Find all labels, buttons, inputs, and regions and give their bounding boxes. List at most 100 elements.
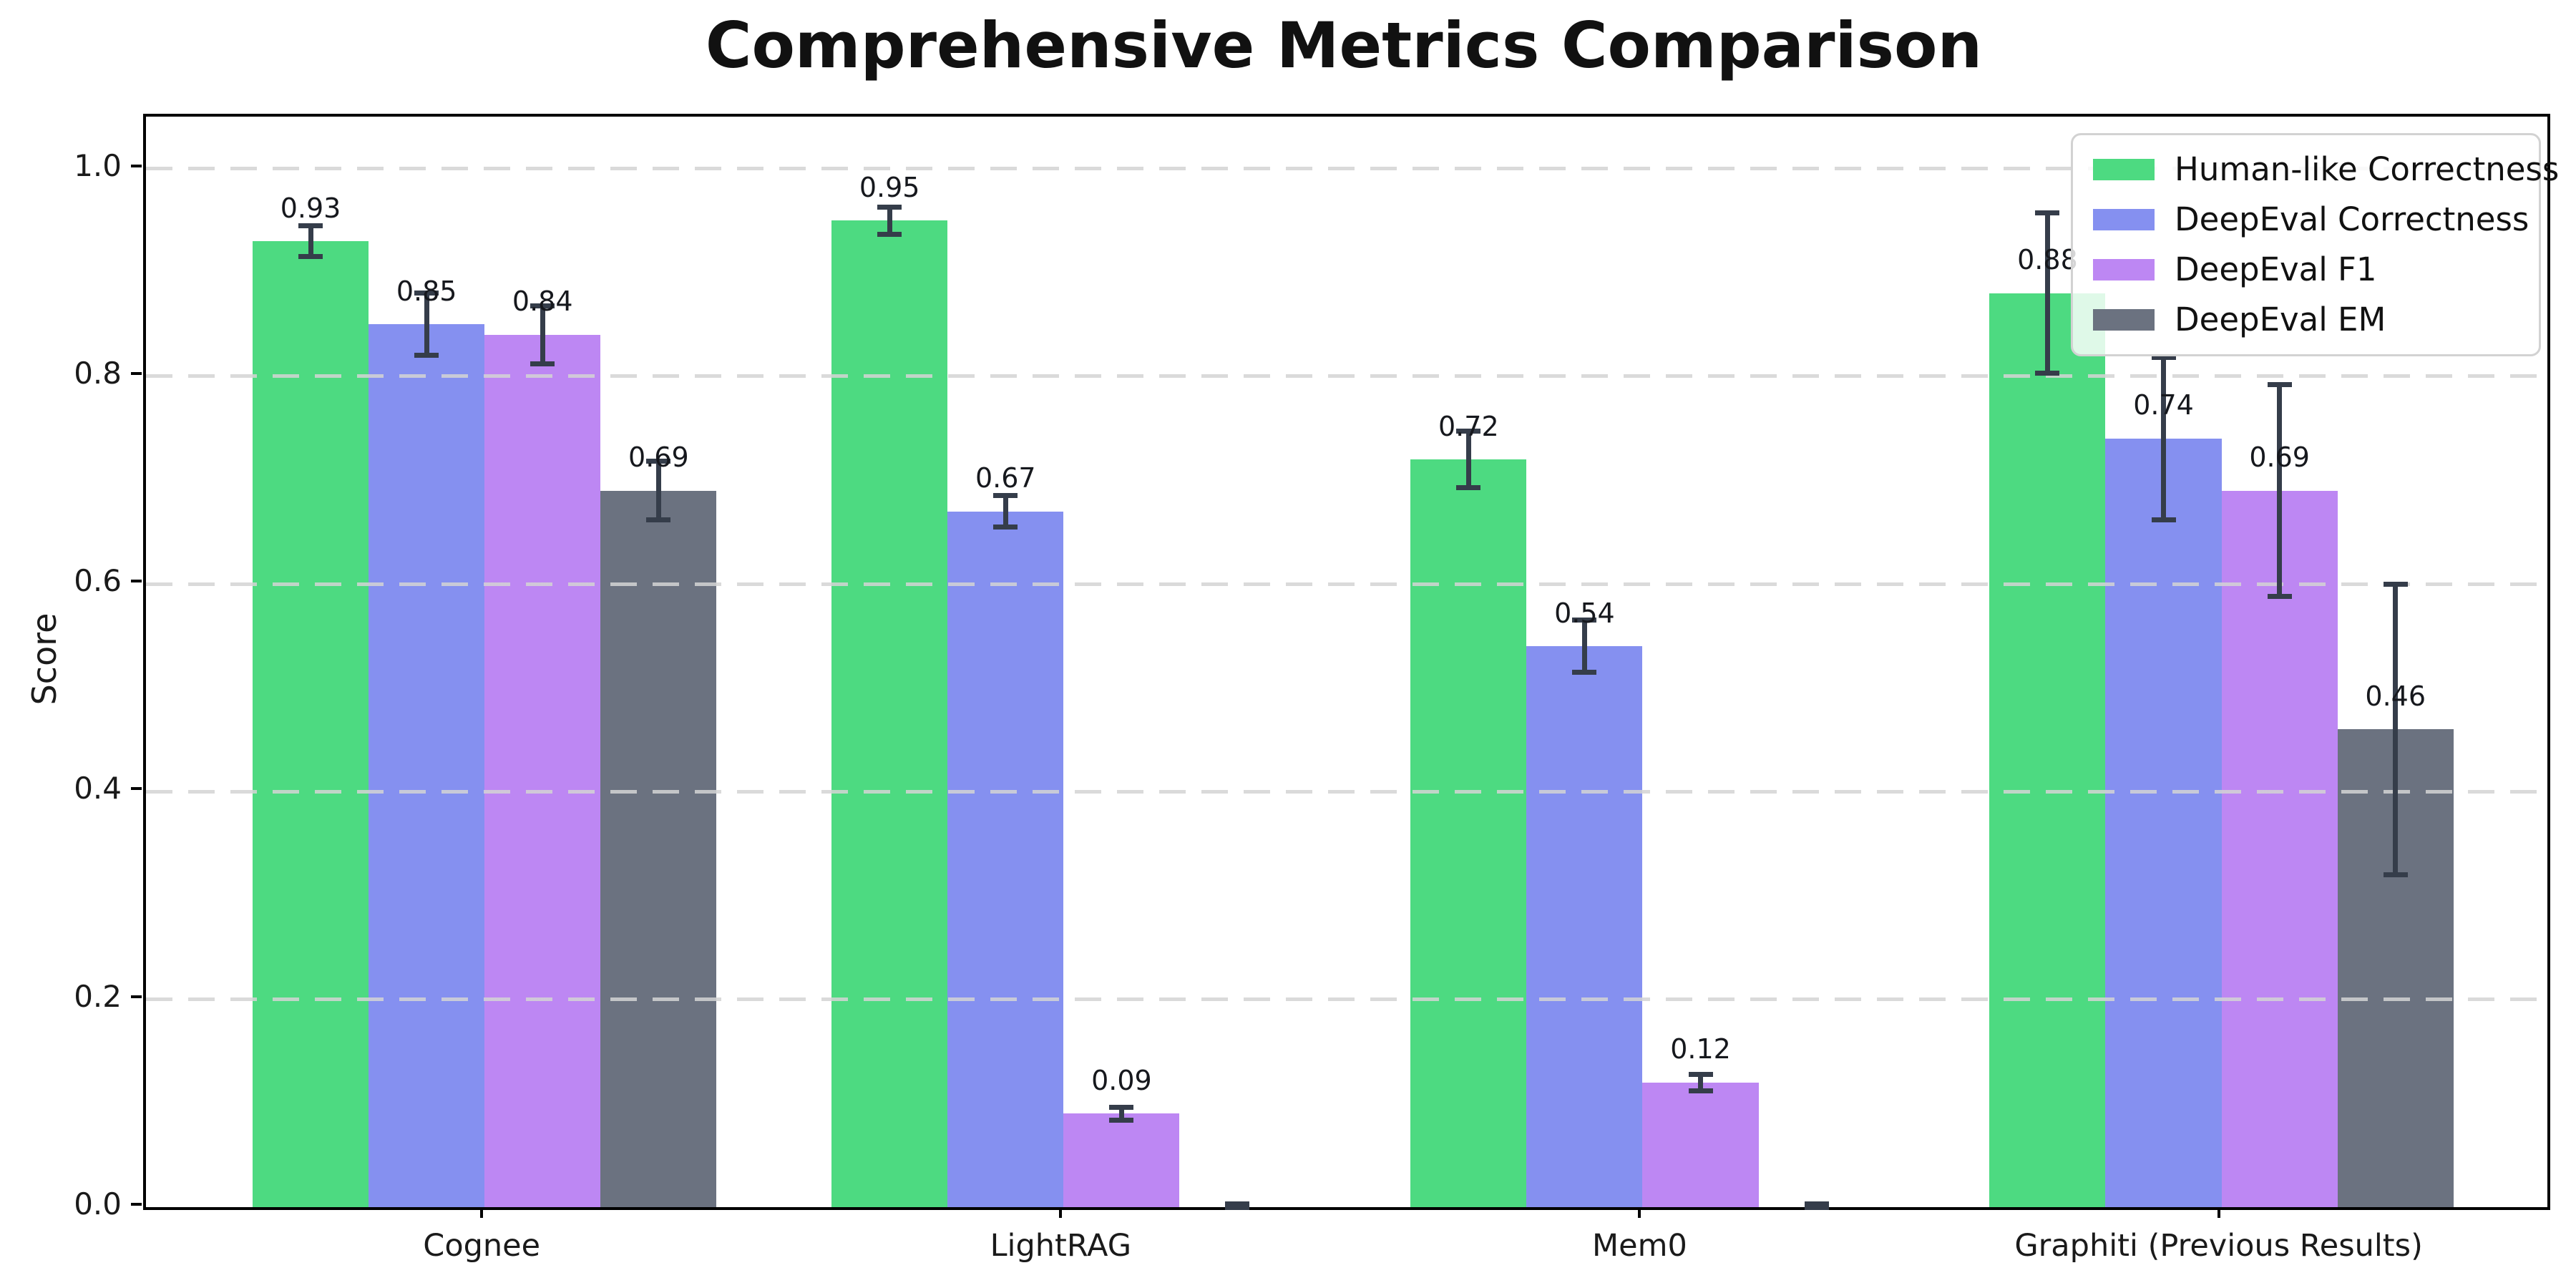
error-bar [1118,1107,1124,1121]
bar-human-like-correctness [831,220,948,1207]
legend-label: DeepEval F1 [2175,250,2377,288]
x-tick-label-lightrag: LightRAG [990,1228,1132,1264]
error-bar-cap [2151,355,2176,361]
x-tick-label-graphiti-previous-results-: Graphiti (Previous Results) [2014,1228,2423,1264]
y-tick-mark [131,787,142,791]
error-bar-cap [646,517,671,522]
error-bar [887,207,892,234]
x-tick-label-cognee: Cognee [423,1228,541,1264]
legend-swatch [2093,209,2155,230]
error-bar-cap [2383,872,2408,878]
y-tick-mark [131,580,142,583]
bar-human-like-correctness [1989,293,2106,1207]
legend-item: DeepEval EM [2093,300,2519,340]
bar-value-label: 0.69 [628,441,689,474]
gridline [146,167,2547,171]
bar-deepeval-correctness [1526,646,1643,1207]
y-tick-label: 0.6 [74,563,122,599]
y-tick-label: 1.0 [74,147,122,183]
error-bar-cap [2035,210,2060,216]
bar-value-label: 0.85 [396,275,457,307]
bar-deepeval-f1 [484,334,601,1207]
error-bar [655,461,661,520]
error-bar-cap [414,353,439,358]
error-bar-cap [877,204,902,210]
x-tick-mark [480,1207,484,1218]
bar-value-label: 0.67 [975,462,1036,494]
bar-human-like-correctness [253,241,369,1207]
legend-swatch [2093,309,2155,331]
error-bar-cap [1225,1204,1250,1210]
bar-value-label: 0.88 [2017,244,2078,276]
error-bar [308,225,313,257]
error-bar-cap [1572,670,1597,675]
y-tick-label: 0.2 [74,978,122,1014]
legend-label: DeepEval EM [2175,301,2386,338]
error-bar-cap [1572,618,1597,623]
chart-title: Comprehensive Metrics Comparison [705,9,1983,82]
error-bar-cap [1688,1071,1713,1077]
error-bar-cap [993,493,1018,499]
gridline [146,997,2547,1002]
error-bar-cap [877,231,902,237]
error-bar [1465,431,1471,488]
error-bar [1698,1074,1703,1091]
gridline [146,582,2547,586]
error-bar-cap [1109,1117,1134,1123]
bar-value-label: 0.69 [2249,441,2310,474]
error-bar-cap [1804,1204,1829,1210]
error-bar [2277,384,2283,597]
gridline [146,374,2547,379]
bar-value-label: 0.93 [280,192,341,224]
plot-area: Human-like Correctness DeepEval Correctne… [143,114,2559,1210]
legend-swatch [2093,259,2155,280]
bar-deepeval-f1 [1063,1113,1180,1207]
error-bar-cap [298,223,323,228]
bar-value-label: 0.12 [1670,1033,1731,1065]
error-bar-cap [1456,484,1481,490]
error-bar-cap [2267,381,2292,387]
error-bar-cap [2151,517,2176,522]
error-bar-cap [2035,371,2060,376]
error-bar [424,293,429,356]
error-bar-cap [2267,594,2292,600]
bar-deepeval-f1 [1642,1082,1759,1207]
error-bar-cap [1225,1201,1250,1207]
gridline [146,789,2547,794]
error-bar [1002,495,1008,527]
error-bar [2393,584,2399,875]
bar-value-label: 0.84 [512,286,573,318]
bar-deepeval-em [600,490,717,1207]
error-bar-cap [530,361,555,366]
error-bar [540,306,545,364]
legend-label: Human-like Correctness [2175,150,2560,188]
bar-deepeval-correctness [2105,438,2222,1207]
y-tick-label: 0.0 [74,1186,122,1221]
error-bar-cap [1456,429,1481,434]
error-bar-cap [530,303,555,308]
error-bar-cap [1804,1201,1829,1207]
error-bar-cap [414,291,439,296]
error-bar-cap [298,254,323,260]
x-tick-mark [1638,1207,1641,1218]
bar-deepeval-correctness [369,324,485,1207]
y-tick-label: 0.8 [74,355,122,391]
x-tick-label-mem0: Mem0 [1592,1228,1687,1264]
error-bar [1581,620,1587,673]
bar-value-label: 0.09 [1091,1064,1152,1096]
error-bar-cap [1688,1088,1713,1093]
y-tick-label: 0.4 [74,771,122,806]
bar-deepeval-f1 [2221,490,2338,1207]
bar-value-label: 0.46 [2365,680,2426,712]
error-bar [2044,213,2050,374]
legend-item: Human-like Correctness [2093,150,2559,190]
y-tick-mark [131,1203,142,1206]
legend-item: DeepEval F1 [2093,250,2519,290]
bar-value-label: 0.72 [1438,410,1499,442]
y-tick-mark [131,164,142,167]
legend: Human-like Correctness DeepEval Correctne… [2071,133,2559,356]
error-bar-cap [993,524,1018,530]
error-bar-cap [2383,581,2408,587]
bar-deepeval-correctness [947,511,1064,1207]
error-bar-cap [646,459,671,464]
